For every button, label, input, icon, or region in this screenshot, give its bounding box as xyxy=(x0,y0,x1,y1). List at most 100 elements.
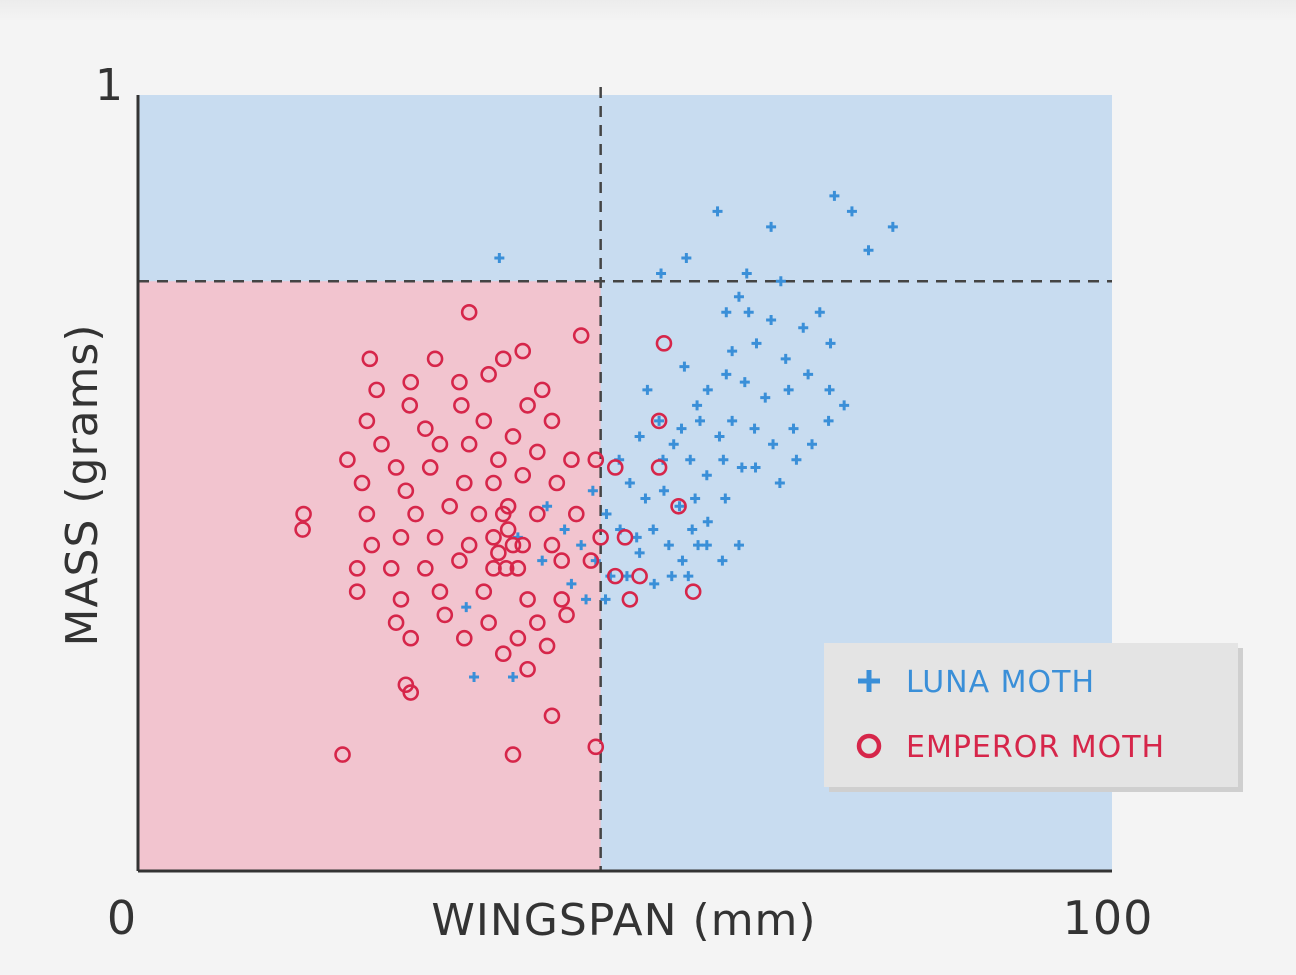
luna-point xyxy=(714,431,725,442)
emperor-point xyxy=(358,505,376,523)
emperor-point xyxy=(475,583,493,600)
luna-point xyxy=(461,602,472,613)
luna-point xyxy=(702,384,713,395)
luna-point xyxy=(692,400,703,411)
luna-point xyxy=(648,524,659,535)
series-luna xyxy=(461,190,898,682)
emperor-point xyxy=(587,738,605,756)
legend: LUNA MOTH EMPEROR MOTH xyxy=(824,643,1243,792)
legend-item-luna: LUNA MOTH xyxy=(858,665,1094,700)
emperor-point xyxy=(548,474,566,492)
luna-point xyxy=(537,555,548,566)
emperor-point xyxy=(451,373,468,391)
luna-point xyxy=(733,291,744,302)
emperor-point xyxy=(417,420,434,437)
luna-point xyxy=(566,578,577,589)
emperor-point xyxy=(499,521,517,538)
emperor-point xyxy=(431,583,449,600)
emperor-point xyxy=(529,614,546,631)
emperor-point xyxy=(519,591,536,608)
emperor-point xyxy=(621,591,639,608)
luna-point xyxy=(559,524,570,535)
emperor-point xyxy=(421,459,439,476)
emperor-point xyxy=(567,505,585,523)
emperor-point xyxy=(485,474,502,492)
x-tick-label-min: 0 xyxy=(107,891,137,945)
luna-point xyxy=(642,384,653,395)
luna-point xyxy=(685,454,696,465)
emperor-point xyxy=(543,536,561,554)
emperor-point xyxy=(684,583,702,600)
luna-point xyxy=(494,252,505,263)
emperor-point xyxy=(650,412,668,430)
emperor-point xyxy=(529,505,546,523)
luna-point xyxy=(863,245,874,256)
luna-point xyxy=(624,478,635,488)
x-axis-title: WINGSPAN (mm) xyxy=(431,895,816,946)
emperor-point xyxy=(480,366,497,383)
luna-point xyxy=(760,392,771,403)
luna-point xyxy=(720,493,731,504)
emperor-point xyxy=(504,746,522,763)
series-emperor xyxy=(294,303,702,763)
luna-point xyxy=(751,338,762,349)
emperor-point xyxy=(353,474,371,492)
legend-label-emperor: EMPEROR MOTH xyxy=(906,730,1165,765)
luna-point xyxy=(674,501,685,512)
luna-point xyxy=(829,190,840,201)
luna-point xyxy=(634,431,645,442)
emperor-point xyxy=(509,629,527,647)
luna-point xyxy=(668,439,679,450)
emperor-point xyxy=(572,327,590,344)
luna-point xyxy=(718,454,729,465)
luna-point xyxy=(601,509,612,520)
luna-point xyxy=(750,462,761,473)
emperor-point xyxy=(543,707,561,725)
emperor-point xyxy=(455,629,473,647)
emperor-point xyxy=(426,529,444,546)
emperor-point xyxy=(475,412,493,430)
emperor-point xyxy=(361,350,379,368)
emperor-point xyxy=(358,412,376,430)
emperor-point xyxy=(606,459,624,476)
emperor-point xyxy=(451,552,468,569)
emperor-point xyxy=(553,552,570,569)
emperor-point xyxy=(582,552,600,569)
emperor-point xyxy=(436,606,454,624)
emperor-point xyxy=(294,521,311,538)
emperor-point xyxy=(402,684,420,701)
emperor-point xyxy=(504,536,522,554)
top-shadow-band xyxy=(0,0,1296,22)
luna-point xyxy=(749,423,760,434)
luna-point xyxy=(775,276,786,287)
emperor-point xyxy=(514,536,532,554)
emperor-point xyxy=(392,591,410,608)
emperor-point xyxy=(519,397,536,414)
luna-point xyxy=(814,307,825,318)
emperor-point xyxy=(426,350,444,368)
emperor-point xyxy=(348,583,366,600)
luna-point xyxy=(676,423,687,434)
emperor-point xyxy=(441,497,458,515)
emperor-point xyxy=(650,459,668,476)
emperor-point xyxy=(558,606,575,624)
luna-point xyxy=(807,439,818,450)
emperor-point xyxy=(616,529,634,546)
luna-point xyxy=(631,532,642,543)
luna-point xyxy=(702,516,713,527)
luna-point xyxy=(733,540,744,551)
luna-point xyxy=(679,361,690,372)
emperor-point xyxy=(373,435,390,453)
emperor-point xyxy=(368,381,385,399)
emperor-point xyxy=(387,614,405,631)
emperor-point xyxy=(460,536,478,554)
emperor-point xyxy=(538,637,556,655)
emperor-point xyxy=(514,342,532,360)
emperor-point xyxy=(606,567,624,585)
luna-point xyxy=(507,672,518,682)
luna-point xyxy=(791,454,802,465)
luna-point xyxy=(768,439,779,450)
emperor-point xyxy=(490,544,507,562)
emperor-point xyxy=(334,746,351,763)
